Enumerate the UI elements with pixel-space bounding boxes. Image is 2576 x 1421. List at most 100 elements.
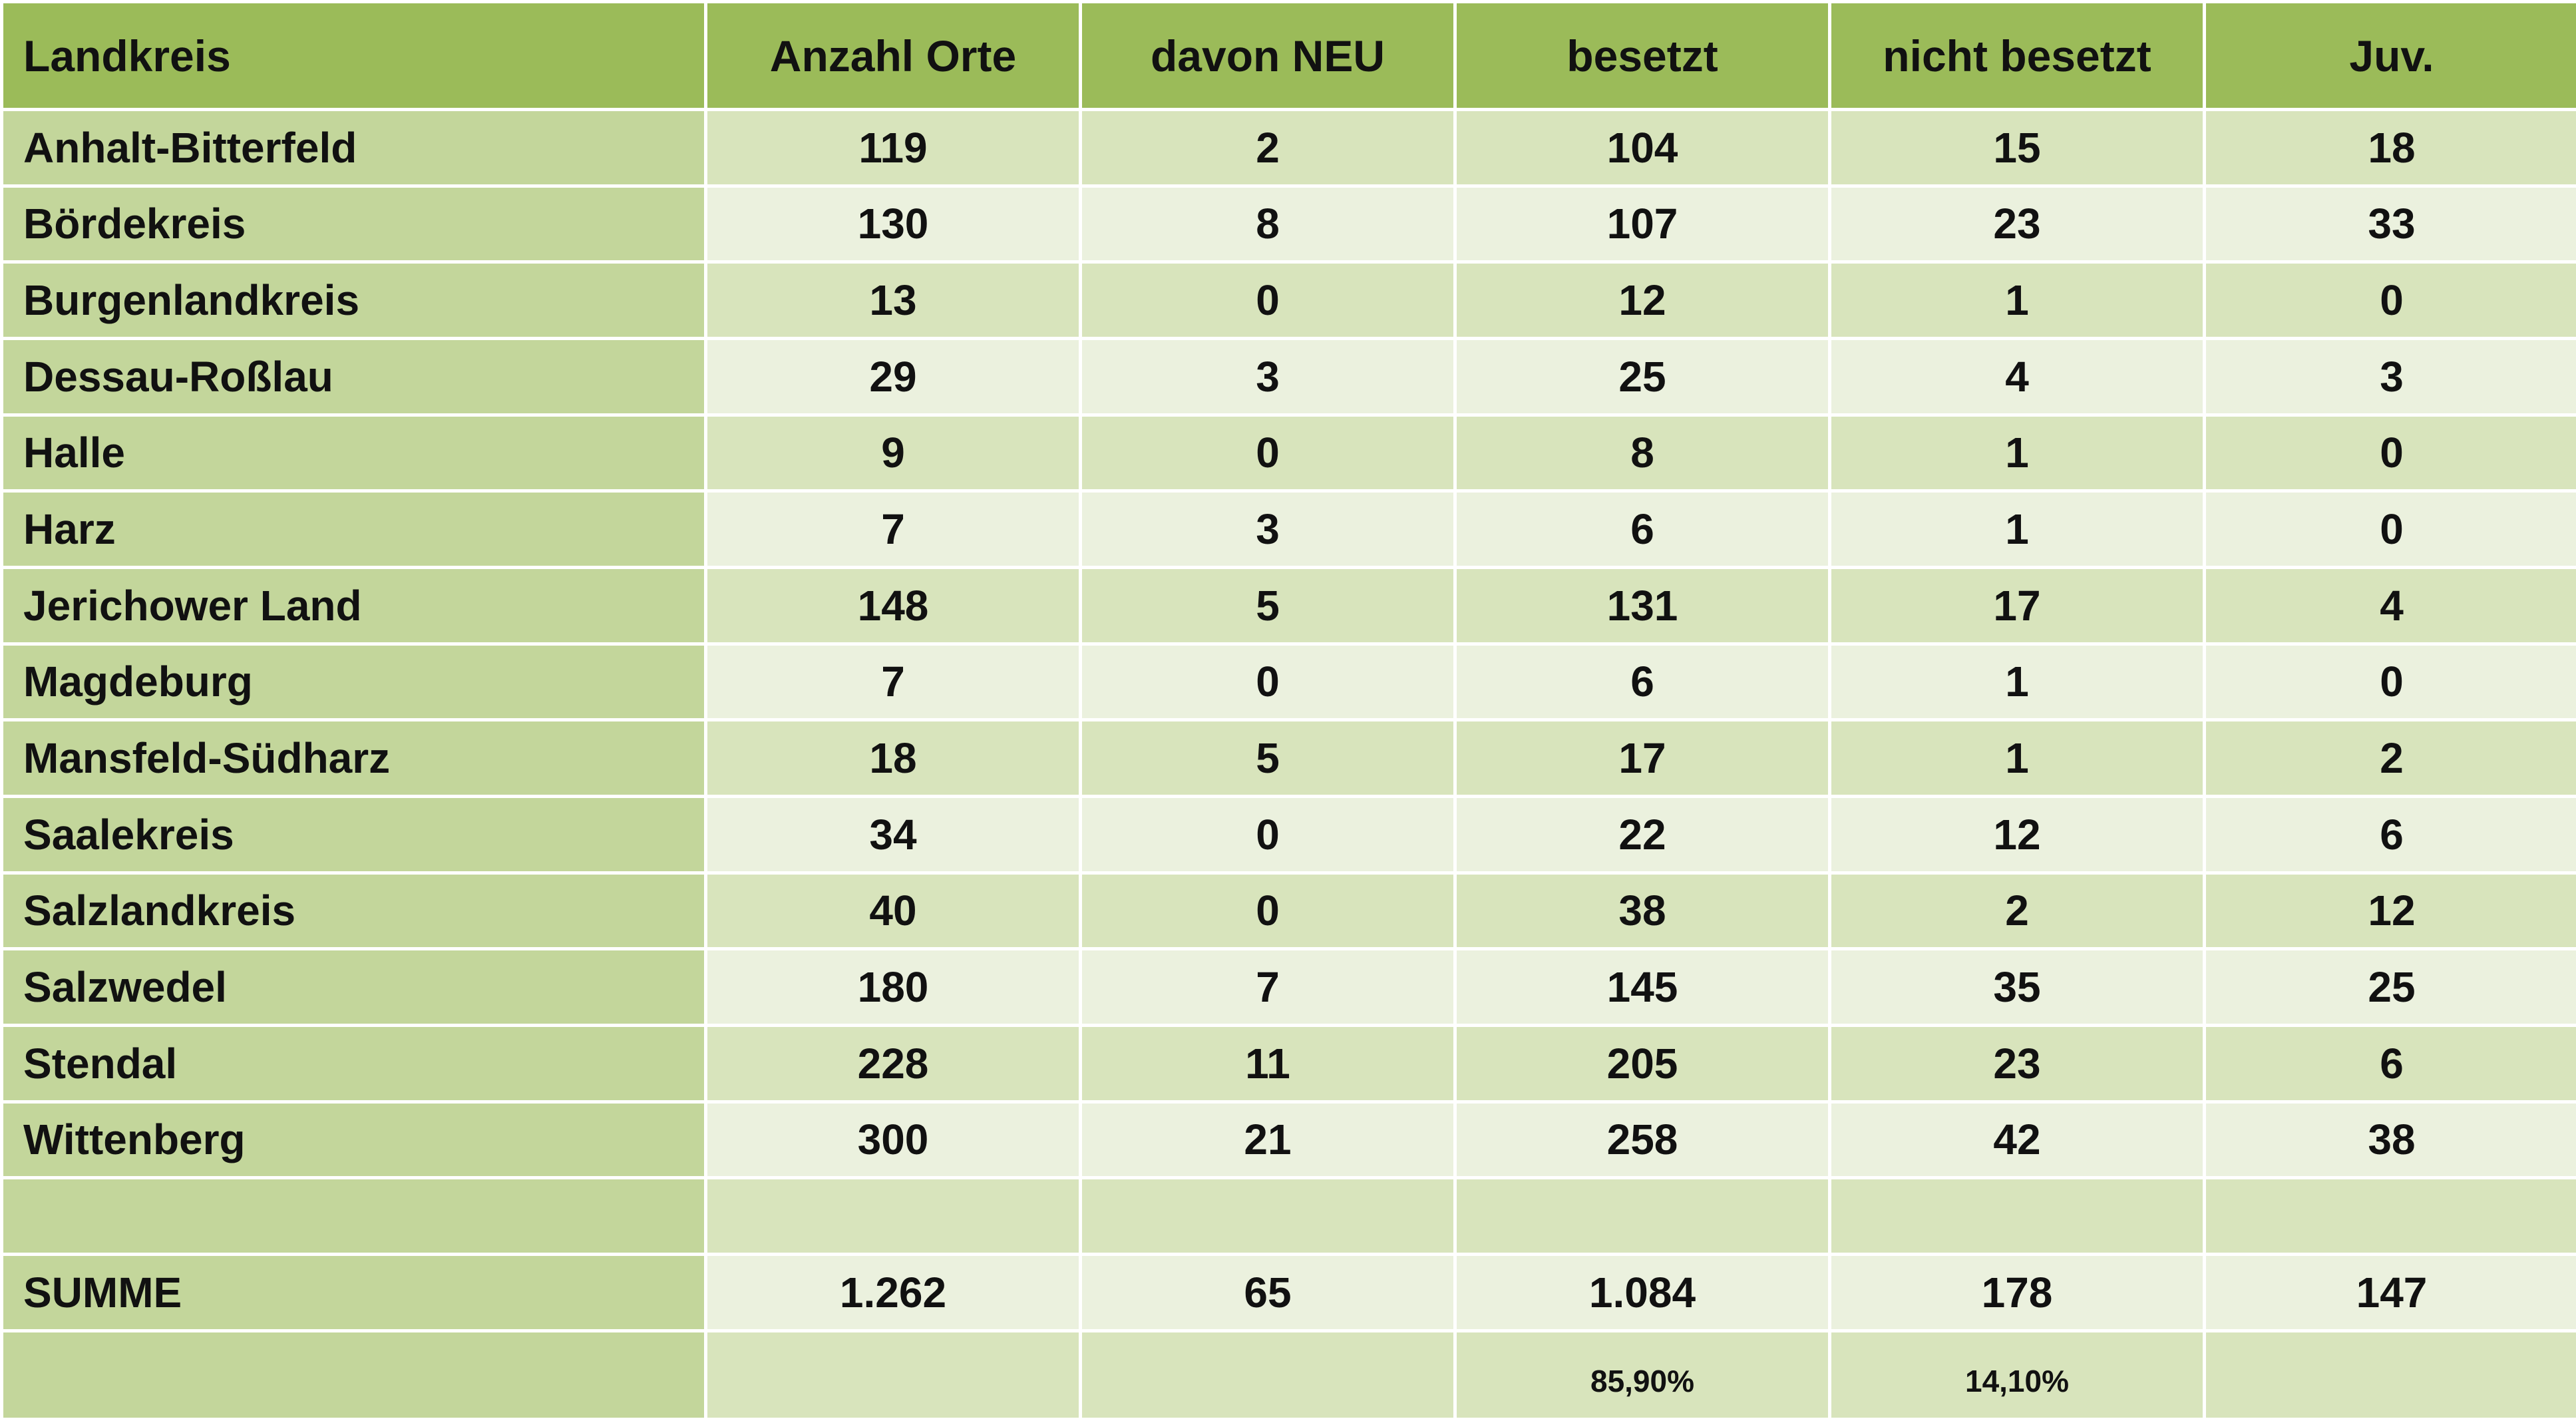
- nicht-besetzt-cell: 1: [1828, 718, 2206, 798]
- percentage-row: 85,90% 14,10%: [0, 1328, 2576, 1421]
- header-nicht-besetzt: nicht besetzt: [1828, 0, 2206, 111]
- table-row: Saalekreis 34 0 22 12 6: [0, 794, 2576, 875]
- landkreis-cell: Mansfeld-Südharz: [0, 718, 707, 798]
- landkreis-cell: [0, 1328, 707, 1421]
- table-row: Jerichower Land 148 5 131 17 4: [0, 565, 2576, 646]
- anzahl-orte-cell: 40: [704, 871, 1082, 951]
- landkreis-cell: Salzwedel: [0, 947, 707, 1027]
- juv-cell: 18: [2203, 108, 2576, 188]
- juv-cell: 38: [2203, 1100, 2576, 1180]
- table-head: Landkreis Anzahl Orte davon NEU besetzt …: [0, 0, 2576, 111]
- table-row: Wittenberg 300 21 258 42 38: [0, 1100, 2576, 1180]
- landkreis-cell: Burgenlandkreis: [0, 260, 707, 340]
- anzahl-orte-cell: 180: [704, 947, 1082, 1027]
- besetzt-cell: 25: [1453, 336, 1831, 417]
- table-row: Stendal 228 11 205 23 6: [0, 1023, 2576, 1104]
- table-row: Halle 9 0 8 1 0: [0, 413, 2576, 493]
- landkreis-cell: Harz: [0, 489, 707, 569]
- landkreis-cell: Magdeburg: [0, 642, 707, 722]
- nicht-besetzt-cell: 14,10%: [1828, 1328, 2206, 1421]
- table-row: Dessau-Roßlau 29 3 25 4 3: [0, 336, 2576, 417]
- header-row: Landkreis Anzahl Orte davon NEU besetzt …: [0, 0, 2576, 111]
- landkreis-cell: Wittenberg: [0, 1100, 707, 1180]
- anzahl-orte-cell: 7: [704, 642, 1082, 722]
- nicht-besetzt-cell: 35: [1828, 947, 2206, 1027]
- besetzt-cell: 6: [1453, 489, 1831, 569]
- nicht-besetzt-cell: 12: [1828, 794, 2206, 875]
- besetzt-cell: 258: [1453, 1100, 1831, 1180]
- davon-neu-cell: 0: [1079, 260, 1457, 340]
- anzahl-orte-cell: [704, 1176, 1082, 1256]
- davon-neu-cell: 21: [1079, 1100, 1457, 1180]
- juv-cell: 2: [2203, 718, 2576, 798]
- besetzt-cell: 22: [1453, 794, 1831, 875]
- nicht-besetzt-cell: 1: [1828, 642, 2206, 722]
- juv-cell: [2203, 1176, 2576, 1256]
- davon-neu-cell: [1079, 1328, 1457, 1421]
- anzahl-orte-cell: 13: [704, 260, 1082, 340]
- besetzt-cell: 17: [1453, 718, 1831, 798]
- juv-cell: 0: [2203, 413, 2576, 493]
- juv-cell: 25: [2203, 947, 2576, 1027]
- nicht-besetzt-cell: 23: [1828, 1023, 2206, 1104]
- davon-neu-cell: 5: [1079, 565, 1457, 646]
- nicht-besetzt-cell: 1: [1828, 413, 2206, 493]
- besetzt-cell: [1453, 1176, 1831, 1256]
- landkreis-cell: Stendal: [0, 1023, 707, 1104]
- davon-neu-cell: 5: [1079, 718, 1457, 798]
- juv-cell: 0: [2203, 260, 2576, 340]
- nicht-besetzt-cell: 42: [1828, 1100, 2206, 1180]
- davon-neu-cell: 3: [1079, 336, 1457, 417]
- davon-neu-cell: 0: [1079, 413, 1457, 493]
- landkreis-cell: SUMME: [0, 1252, 707, 1332]
- table-row: Salzlandkreis 40 0 38 2 12: [0, 871, 2576, 951]
- besetzt-cell: 104: [1453, 108, 1831, 188]
- anzahl-orte-cell: 119: [704, 108, 1082, 188]
- table-row: Burgenlandkreis 13 0 12 1 0: [0, 260, 2576, 340]
- table-row: Magdeburg 7 0 6 1 0: [0, 642, 2576, 722]
- anzahl-orte-cell: 228: [704, 1023, 1082, 1104]
- nicht-besetzt-cell: 178: [1828, 1252, 2206, 1332]
- besetzt-cell: 85,90%: [1453, 1328, 1831, 1421]
- davon-neu-cell: 2: [1079, 108, 1457, 188]
- davon-neu-cell: 7: [1079, 947, 1457, 1027]
- table-row: Anhalt-Bitterfeld 119 2 104 15 18: [0, 108, 2576, 188]
- table-row: Salzwedel 180 7 145 35 25: [0, 947, 2576, 1027]
- juv-cell: 6: [2203, 794, 2576, 875]
- besetzt-cell: 12: [1453, 260, 1831, 340]
- juv-cell: 0: [2203, 642, 2576, 722]
- juv-cell: 33: [2203, 184, 2576, 264]
- juv-cell: [2203, 1328, 2576, 1421]
- landkreis-cell: Jerichower Land: [0, 565, 707, 646]
- anzahl-orte-cell: 300: [704, 1100, 1082, 1180]
- besetzt-cell: 38: [1453, 871, 1831, 951]
- table-row: Mansfeld-Südharz 18 5 17 1 2: [0, 718, 2576, 798]
- nicht-besetzt-cell: 2: [1828, 871, 2206, 951]
- juv-cell: 12: [2203, 871, 2576, 951]
- juv-cell: 6: [2203, 1023, 2576, 1104]
- nicht-besetzt-cell: 4: [1828, 336, 2206, 417]
- anzahl-orte-cell: [704, 1328, 1082, 1421]
- davon-neu-cell: 11: [1079, 1023, 1457, 1104]
- davon-neu-cell: 8: [1079, 184, 1457, 264]
- anzahl-orte-cell: 148: [704, 565, 1082, 646]
- spacer-row: [0, 1176, 2576, 1256]
- anzahl-orte-cell: 9: [704, 413, 1082, 493]
- nicht-besetzt-cell: 23: [1828, 184, 2206, 264]
- juv-cell: 3: [2203, 336, 2576, 417]
- header-davon-neu: davon NEU: [1079, 0, 1457, 111]
- landkreis-cell: Anhalt-Bitterfeld: [0, 108, 707, 188]
- nicht-besetzt-cell: 15: [1828, 108, 2206, 188]
- table-body: Anhalt-Bitterfeld 119 2 104 15 18 Bördekreis 13…: [0, 108, 2576, 1421]
- landkreis-cell: Salzlandkreis: [0, 871, 707, 951]
- davon-neu-cell: 0: [1079, 794, 1457, 875]
- nicht-besetzt-cell: 1: [1828, 489, 2206, 569]
- besetzt-cell: 6: [1453, 642, 1831, 722]
- table-row: Harz 7 3 6 1 0: [0, 489, 2576, 569]
- nicht-besetzt-cell: 17: [1828, 565, 2206, 646]
- nicht-besetzt-cell: 1: [1828, 260, 2206, 340]
- besetzt-cell: 8: [1453, 413, 1831, 493]
- anzahl-orte-cell: 1.262: [704, 1252, 1082, 1332]
